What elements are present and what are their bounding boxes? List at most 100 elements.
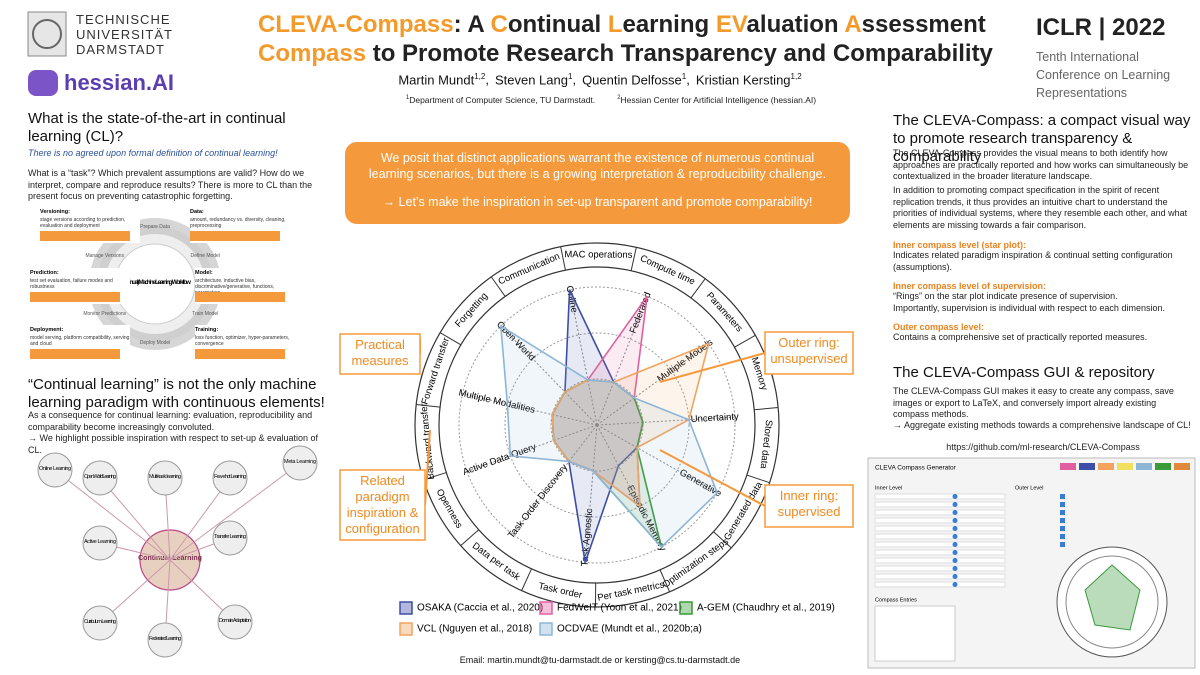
- title-part: ontinual: [507, 11, 608, 38]
- gui-toggle: [952, 574, 958, 579]
- callout-box: [764, 331, 854, 375]
- legend-label: OSAKA (Caccia et al., 2020): [417, 603, 543, 614]
- workflow-box-head: Data:: [190, 209, 204, 215]
- gui-toggle: [952, 510, 958, 515]
- compass-axis: [584, 424, 598, 563]
- workflow-box-bar: [195, 349, 285, 359]
- author-affil: 1: [681, 72, 687, 81]
- gui-toggle: [952, 526, 958, 531]
- university-line: TECHNISCHE: [76, 12, 171, 27]
- paragraph: The CLEVA-Compass GUI makes it easy to c…: [893, 386, 1174, 419]
- author-name: Martin Mundt: [398, 72, 475, 88]
- callout-line: [424, 429, 431, 506]
- gui-row: [874, 493, 1006, 500]
- legend-swatch: [539, 622, 553, 636]
- paradigm-node: [37, 452, 73, 488]
- legend-swatch: [679, 601, 693, 615]
- conference-name: Tenth International Conference on Learni…: [1036, 50, 1171, 100]
- gui-row: [874, 541, 1006, 548]
- callout-text: Outer ring: unsupervised: [770, 335, 848, 366]
- hessian-logo: [28, 70, 58, 96]
- gui-toggle: [952, 550, 958, 555]
- gui-row: [874, 581, 1006, 588]
- workflow-box-text: architecture, inductive bias, discrimina…: [195, 278, 275, 292]
- title-part: C: [490, 11, 508, 38]
- measure-divider: [560, 246, 566, 271]
- gui-color-button: [1155, 463, 1171, 470]
- gui-check: [1060, 510, 1065, 515]
- gui-toggle: [952, 582, 958, 587]
- heading: “Continual learning” is not the only mac…: [28, 376, 325, 411]
- gui-entries: Compass Entries: [875, 597, 917, 603]
- legend-swatch: [539, 601, 553, 615]
- workflow-box-text: amount, redundancy vs. diversity, cleani…: [190, 217, 286, 229]
- paradigm-label: Meta Learning: [284, 459, 316, 465]
- paradigm-node: [282, 445, 318, 481]
- measure-divider: [713, 531, 732, 549]
- callout-box: [764, 484, 854, 528]
- title-part: earning: [622, 11, 716, 38]
- level-text: Contains a comprehensive set of practica…: [893, 332, 1148, 342]
- gui-toggle: [952, 518, 958, 523]
- workflow-step: Define Model: [190, 253, 219, 259]
- measure-divider: [460, 529, 480, 547]
- paragraph: → We highlight possible inspiration with…: [28, 433, 318, 455]
- callout-box: [339, 333, 421, 375]
- gui-preview-star: [1084, 564, 1141, 631]
- legend-swatch: [399, 622, 413, 636]
- paradigm-node: [212, 460, 248, 496]
- url[interactable]: https://github.com/ml-research/CLEVA-Com…: [946, 442, 1140, 452]
- title-part: EV: [715, 11, 747, 38]
- author-affil: 1,2: [474, 72, 486, 81]
- paradigm-node: [147, 622, 183, 658]
- gui-row: [874, 557, 1006, 564]
- workflow-box-body: architecture, inductive bias, discrimina…: [195, 278, 275, 292]
- level-text: Indicates related paradigm inspiration &…: [893, 250, 1173, 272]
- workflow-box-bar: [190, 231, 280, 241]
- gui-check: [1060, 534, 1065, 539]
- gui-row: [874, 533, 1006, 540]
- gui-entries-box: [874, 605, 956, 662]
- measure-divider: [746, 474, 770, 484]
- note: There is no agreed upon formal definitio…: [28, 148, 278, 158]
- paradigm-label: Transfer Learning: [214, 534, 246, 540]
- university-line: DARMSTADT: [76, 42, 165, 57]
- callout-body: Outer ring: unsupervised: [770, 335, 848, 366]
- title-part: to Promote Research Transparency and Com…: [366, 40, 993, 67]
- measure-label: MAC operations: [564, 249, 632, 261]
- compass-axis: [569, 289, 598, 426]
- gui-toggle: [952, 494, 958, 499]
- compass-outer: [414, 242, 780, 608]
- paradigm-label: Open World Learning: [84, 474, 116, 480]
- dimension-label: Online: [563, 285, 579, 314]
- title-part: : A: [453, 11, 491, 38]
- affil-mark: 1: [405, 95, 410, 102]
- measure-label: Stored data: [758, 419, 775, 470]
- paradigm-link: [54, 469, 171, 561]
- compass-axis: [596, 343, 709, 426]
- workflow-box-bar: [30, 292, 120, 302]
- gui-title: CLEVA Compass Generator: [875, 465, 957, 472]
- title-part: A: [844, 11, 862, 38]
- legend-label: FedWeIT (Yoon et al., 2021): [557, 603, 682, 614]
- paradigm-node: [82, 525, 118, 561]
- paradigm-label: Multi-task learning: [149, 474, 181, 480]
- workflow-box-head: Prediction:: [30, 270, 59, 276]
- title-line: CLEVA-Compass: A Continual Learning EVal…: [258, 10, 986, 39]
- legend-swatch: [399, 601, 413, 615]
- workflow-box-bar: [195, 292, 285, 302]
- level-head: Outer compass level:: [893, 322, 985, 332]
- paradigm-label: Active Learning: [84, 539, 116, 545]
- measure-divider: [690, 278, 706, 299]
- workflow-step: Train Model: [192, 311, 218, 317]
- compass-axis: [500, 325, 598, 426]
- workflow-box-head: Training:: [195, 327, 218, 333]
- gui-toggle: [952, 542, 958, 547]
- gui-check: [1060, 494, 1065, 499]
- legend-label: VCL (Nguyen et al., 2018): [417, 624, 532, 635]
- callout-line: [659, 449, 766, 507]
- author-name: Quentin Delfosse: [582, 72, 682, 88]
- level-text: “Rings” on the star plot indicate presen…: [893, 291, 1118, 301]
- measure-divider: [416, 403, 441, 408]
